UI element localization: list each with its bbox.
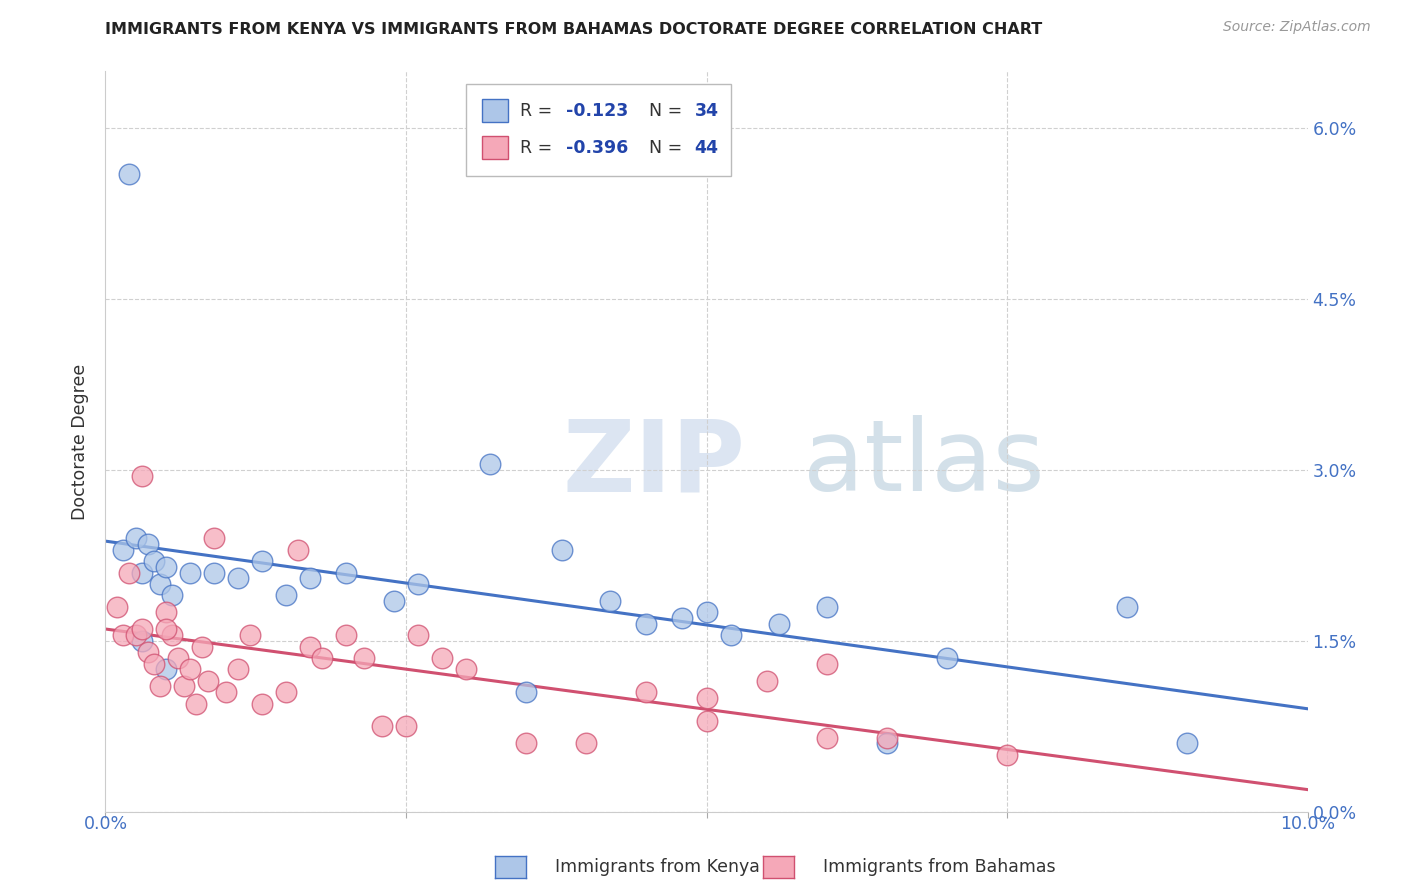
Point xyxy=(142,554,165,568)
Point xyxy=(876,731,898,745)
Point xyxy=(118,566,141,580)
Point xyxy=(155,662,177,676)
Point xyxy=(226,571,249,585)
Point xyxy=(274,685,297,699)
Text: 34: 34 xyxy=(695,103,718,120)
Point xyxy=(696,690,718,705)
Point xyxy=(131,468,153,483)
Point xyxy=(815,599,838,614)
Point xyxy=(876,736,898,750)
Point xyxy=(515,685,537,699)
Point xyxy=(184,697,207,711)
Point xyxy=(298,640,321,654)
Text: R =: R = xyxy=(520,103,558,120)
Point xyxy=(382,594,405,608)
FancyBboxPatch shape xyxy=(465,84,731,177)
Point xyxy=(250,697,273,711)
Point xyxy=(112,542,135,557)
Point xyxy=(160,588,183,602)
Point xyxy=(395,719,418,733)
Point xyxy=(202,566,225,580)
Point xyxy=(179,566,201,580)
Text: IMMIGRANTS FROM KENYA VS IMMIGRANTS FROM BAHAMAS DOCTORATE DEGREE CORRELATION CH: IMMIGRANTS FROM KENYA VS IMMIGRANTS FROM… xyxy=(105,22,1043,37)
Point xyxy=(155,623,177,637)
Text: 10.0%: 10.0% xyxy=(1279,815,1336,833)
Point xyxy=(202,532,225,546)
Point xyxy=(118,167,141,181)
Point xyxy=(160,628,183,642)
Point xyxy=(335,566,357,580)
Point xyxy=(173,680,195,694)
Point xyxy=(371,719,394,733)
Point xyxy=(936,651,959,665)
Text: 0.0%: 0.0% xyxy=(83,815,128,833)
Text: N =: N = xyxy=(638,139,688,157)
Point xyxy=(551,542,574,557)
Point xyxy=(155,559,177,574)
Point xyxy=(136,537,159,551)
Point xyxy=(406,628,429,642)
Point xyxy=(112,628,135,642)
Point xyxy=(124,532,146,546)
Point xyxy=(131,633,153,648)
Point xyxy=(131,623,153,637)
Text: R =: R = xyxy=(520,139,558,157)
Point xyxy=(720,628,742,642)
Point xyxy=(430,651,453,665)
Point xyxy=(599,594,621,608)
Text: Immigrants from Bahamas: Immigrants from Bahamas xyxy=(823,858,1054,876)
Text: atlas: atlas xyxy=(803,416,1045,512)
Point xyxy=(148,680,170,694)
Text: -0.123: -0.123 xyxy=(565,103,628,120)
Text: 44: 44 xyxy=(695,139,718,157)
Text: ZIP: ZIP xyxy=(562,416,745,512)
Point xyxy=(696,714,718,728)
Point xyxy=(515,736,537,750)
Point xyxy=(298,571,321,585)
Y-axis label: Doctorate Degree: Doctorate Degree xyxy=(72,363,90,520)
Point xyxy=(479,458,502,472)
Point xyxy=(166,651,188,665)
Point xyxy=(406,577,429,591)
Point xyxy=(815,731,838,745)
Point xyxy=(636,685,658,699)
Text: -0.396: -0.396 xyxy=(565,139,628,157)
Point xyxy=(287,542,309,557)
Point xyxy=(131,566,153,580)
Point xyxy=(214,685,236,699)
Point xyxy=(768,616,790,631)
FancyBboxPatch shape xyxy=(482,136,508,159)
Point xyxy=(353,651,375,665)
Point xyxy=(636,616,658,631)
Text: Immigrants from Kenya: Immigrants from Kenya xyxy=(555,858,761,876)
Text: Source: ZipAtlas.com: Source: ZipAtlas.com xyxy=(1223,20,1371,34)
Point xyxy=(250,554,273,568)
Point xyxy=(274,588,297,602)
Point xyxy=(148,577,170,591)
Point xyxy=(136,645,159,659)
Point xyxy=(575,736,598,750)
Point xyxy=(671,611,693,625)
Point xyxy=(995,747,1018,762)
Point xyxy=(696,606,718,620)
Point xyxy=(335,628,357,642)
Point xyxy=(124,628,146,642)
Point xyxy=(142,657,165,671)
Point xyxy=(456,662,478,676)
Point xyxy=(226,662,249,676)
Point xyxy=(1116,599,1139,614)
FancyBboxPatch shape xyxy=(482,99,508,121)
Point xyxy=(107,599,129,614)
Text: N =: N = xyxy=(638,103,688,120)
Point xyxy=(815,657,838,671)
Point xyxy=(755,673,778,688)
Point xyxy=(311,651,333,665)
Point xyxy=(190,640,212,654)
Point xyxy=(197,673,219,688)
Point xyxy=(179,662,201,676)
Point xyxy=(155,606,177,620)
Point xyxy=(1175,736,1198,750)
Point xyxy=(239,628,262,642)
